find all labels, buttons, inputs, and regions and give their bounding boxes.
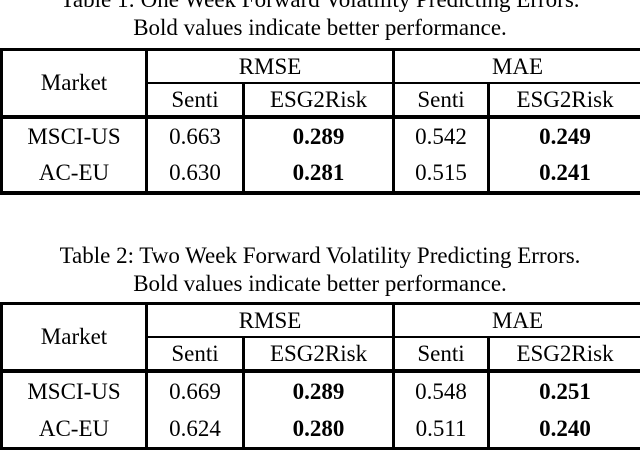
rmse-senti-value: 0.630 [146, 155, 245, 193]
rmse-esg2risk-value: 0.280 [243, 410, 396, 449]
column-group-mae: MAE [393, 303, 640, 338]
column-group-mae: MAE [393, 49, 640, 84]
market-label: AC-EU [1, 155, 148, 193]
mae-esg2risk-value: 0.251 [539, 378, 591, 404]
mae-senti-value: 0.542 [393, 117, 491, 155]
table1-caption-line1: Table 1: One Week Forward Volatility Pre… [0, 0, 640, 14]
column-header-mae-senti: Senti [393, 337, 491, 373]
column-header-mae-esg2risk: ESG2Risk [488, 337, 640, 373]
column-header-mae-senti: Senti [393, 83, 491, 119]
market-label: AC-EU [1, 410, 148, 449]
table-row: Senti ESG2Risk Senti ESG2Risk [2, 337, 640, 373]
column-header-rmse-senti: Senti [146, 337, 245, 373]
rmse-senti-value: 0.669 [146, 371, 245, 410]
market-label: MSCI-US [1, 371, 148, 410]
table-row: MSCI-US 0.663 0.289 0.542 0.249 [1, 117, 640, 155]
column-header-market: Market [1, 49, 148, 119]
rmse-esg2risk-value: 0.281 [243, 155, 396, 193]
mae-senti-value: 0.515 [393, 155, 491, 193]
table-row: AC-EU 0.630 0.281 0.515 0.241 [1, 155, 640, 193]
mae-esg2risk-value: 0.240 [539, 415, 591, 441]
table-row: Senti ESG2Risk Senti ESG2Risk [2, 83, 640, 119]
column-header-rmse-senti: Senti [146, 83, 245, 119]
rmse-senti-value: 0.624 [146, 410, 245, 449]
column-header-market: Market [1, 303, 148, 373]
mae-esg2risk-value: 0.241 [539, 160, 591, 185]
column-group-rmse: RMSE [146, 49, 396, 84]
table-1-volatility-errors: Market RMSE MAE Senti ESG2Risk Senti ESG… [0, 48, 640, 195]
table-row: Market RMSE MAE [1, 49, 640, 119]
rmse-senti-value: 0.663 [146, 117, 245, 155]
column-group-rmse: RMSE [146, 303, 396, 338]
column-header-rmse-esg2risk: ESG2Risk [243, 337, 396, 373]
mae-senti-value: 0.511 [393, 410, 491, 449]
table2-caption-line2: Bold values indicate better performance. [133, 271, 507, 296]
table1-caption-line2: Bold values indicate better performance. [133, 15, 507, 40]
table-row: Market RMSE MAE [1, 303, 640, 373]
table-row: AC-EU 0.624 0.280 0.511 0.240 [1, 410, 640, 449]
table-row: MSCI-US 0.669 0.289 0.548 0.251 [1, 371, 640, 410]
rmse-esg2risk-value: 0.289 [243, 117, 396, 155]
rmse-esg2risk-value: 0.289 [243, 371, 396, 410]
column-header-mae-esg2risk: ESG2Risk [488, 83, 640, 119]
table-2-volatility-errors: Market RMSE MAE Senti ESG2Risk Senti ESG… [0, 302, 640, 450]
mae-senti-value: 0.548 [393, 371, 491, 410]
table2-caption-line1: Table 2: Two Week Forward Volatility Pre… [59, 243, 581, 268]
market-label: MSCI-US [1, 117, 148, 155]
column-header-rmse-esg2risk: ESG2Risk [243, 83, 396, 119]
mae-esg2risk-value: 0.249 [539, 124, 591, 149]
